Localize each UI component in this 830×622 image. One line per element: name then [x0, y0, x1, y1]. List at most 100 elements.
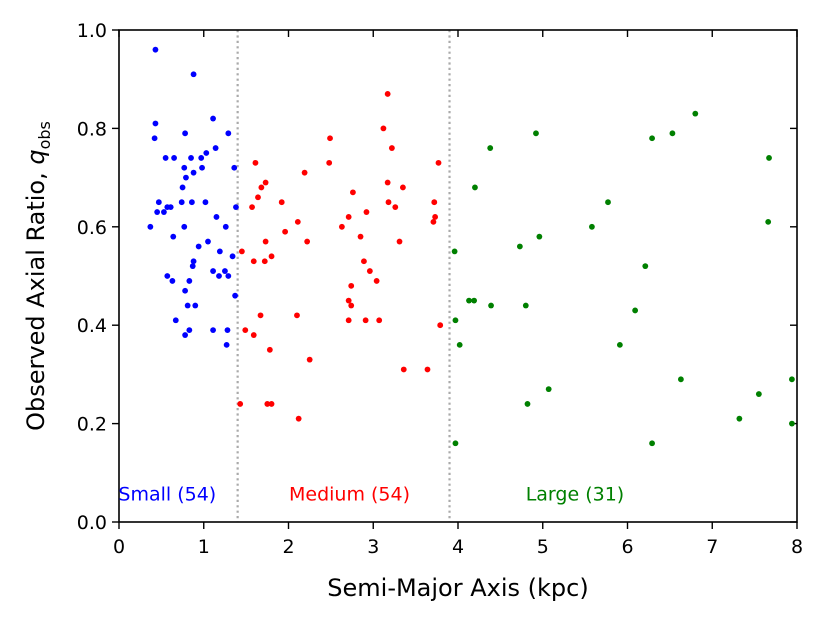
y-axis-title: Observed Axial Ratio, qobs	[22, 121, 54, 431]
large-point	[536, 233, 543, 240]
small-group-label: Small (54)	[118, 483, 216, 505]
small-point	[188, 155, 194, 161]
large-point	[736, 415, 743, 422]
large-group-label: Large (31)	[526, 483, 625, 505]
medium-point	[250, 332, 257, 338]
large-point	[789, 420, 795, 427]
small-point	[147, 223, 154, 230]
small-point	[190, 258, 197, 265]
medium-point	[264, 401, 271, 407]
small-point	[233, 204, 239, 211]
small-point	[225, 130, 232, 137]
data-points	[147, 46, 795, 447]
y-tick-label: 0.0	[77, 512, 107, 534]
medium-point	[295, 415, 302, 422]
small-point	[210, 115, 216, 122]
divider-lines	[236, 30, 451, 522]
small-point	[198, 155, 205, 161]
medium-point	[261, 258, 268, 265]
small-point	[181, 164, 188, 171]
medium-point	[357, 233, 364, 240]
large-point	[472, 184, 478, 191]
medium-point	[266, 346, 273, 353]
small-point	[152, 120, 159, 127]
y-tick-label: 0.2	[77, 414, 107, 436]
small-point	[171, 155, 177, 161]
x-tick-label: 3	[367, 536, 379, 558]
small-point	[225, 273, 232, 279]
small-point	[186, 278, 193, 284]
medium-point	[282, 228, 289, 235]
small-point	[222, 223, 229, 230]
medium-point	[268, 401, 275, 407]
medium-point	[424, 366, 431, 373]
small-point	[186, 327, 193, 334]
medium-point	[376, 317, 383, 324]
small-point	[195, 243, 202, 250]
x-tick-label: 2	[282, 536, 294, 558]
medium-point	[388, 145, 395, 151]
large-point	[456, 341, 463, 348]
medium-point	[242, 327, 249, 334]
small-point	[213, 214, 220, 220]
small-point	[184, 302, 191, 309]
medium-point	[437, 322, 444, 329]
plot-frame	[118, 29, 798, 523]
y-axis-title-sub: obs	[35, 121, 54, 149]
x-tick-label: 7	[706, 536, 718, 558]
large-point	[765, 218, 772, 225]
large-point	[451, 248, 458, 255]
medium-point	[400, 366, 407, 373]
large-point	[789, 376, 795, 383]
large-point	[755, 391, 762, 397]
small-point	[229, 253, 236, 260]
large-point	[452, 317, 459, 324]
medium-point	[294, 218, 301, 225]
medium-point	[252, 159, 259, 166]
x-tick-label: 1	[198, 536, 210, 558]
small-point	[192, 302, 199, 309]
medium-point	[262, 179, 269, 186]
small-point	[224, 327, 231, 334]
x-tick-label: 0	[113, 536, 125, 558]
x-tick-label: 6	[621, 536, 633, 558]
medium-point	[396, 238, 403, 245]
small-point	[182, 130, 189, 137]
large-point	[669, 130, 676, 137]
medium-point	[255, 194, 261, 201]
large-point	[524, 401, 531, 407]
x-tick-label: 8	[791, 536, 803, 558]
medium-group-label: Medium (54)	[289, 483, 410, 505]
medium-point	[385, 199, 392, 206]
small-point	[190, 71, 197, 78]
medium-point	[384, 91, 391, 97]
medium-point	[257, 312, 264, 319]
small-point	[155, 199, 162, 206]
medium-point	[430, 218, 437, 225]
small-point	[223, 341, 230, 348]
medium-point	[345, 214, 352, 220]
medium-point	[237, 401, 244, 407]
small-point	[182, 332, 189, 338]
medium-point	[384, 179, 391, 186]
small-point	[178, 199, 185, 206]
medium-point	[304, 238, 311, 245]
medium-point	[250, 258, 257, 265]
small-point	[162, 155, 169, 161]
group-labels: Small (54) Medium (54) Large (31)	[118, 483, 624, 505]
small-point	[161, 209, 167, 215]
large-point	[466, 297, 472, 304]
large-point	[545, 386, 552, 393]
small-point	[151, 135, 158, 142]
medium-point	[326, 159, 333, 166]
small-point	[216, 248, 223, 255]
large-point	[766, 155, 772, 161]
large-point	[692, 110, 699, 117]
small-point	[172, 317, 179, 324]
y-axis-title-var: q	[22, 149, 50, 164]
y-tick-label: 0.4	[77, 315, 107, 337]
small-point	[205, 238, 211, 245]
large-point	[589, 223, 595, 230]
small-point	[154, 209, 161, 215]
